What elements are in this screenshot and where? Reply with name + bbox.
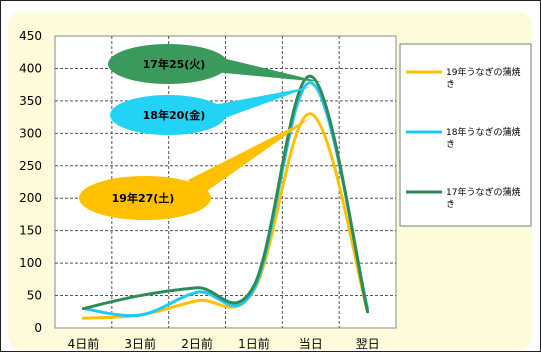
callout-shape <box>108 44 228 84</box>
legend-label: 18年うなぎの蒲焼 <box>446 126 520 138</box>
x-axis-ticks: 4日前 3日前 2日前 1日前 当日 翌日 <box>68 336 380 351</box>
callout-pointer <box>208 86 311 122</box>
series-line-2 <box>81 74 370 314</box>
y-tick-label: 100 <box>19 256 42 270</box>
legend-label-wrap: き <box>446 79 455 90</box>
y-tick-label: 300 <box>19 126 42 140</box>
callout-shape <box>79 176 211 220</box>
x-tick-label: 翌日 <box>356 337 380 351</box>
y-tick-label: 400 <box>19 61 42 75</box>
legend-label-wrap: き <box>446 139 455 150</box>
callout-shape <box>110 95 226 135</box>
callouts: 17年25(火) 18年20(金) 19年27(土) <box>79 44 323 220</box>
x-tick-label: 2日前 <box>181 336 213 351</box>
callout-label: 17年25(火) <box>143 57 206 71</box>
x-tick-label: 4日前 <box>68 336 100 351</box>
y-tick-label: 450 <box>19 29 42 43</box>
callout-pointer <box>188 117 311 196</box>
legend-box <box>399 43 532 227</box>
y-tick-label: 0 <box>34 321 42 335</box>
series-lines <box>81 74 370 320</box>
callout-label: 19年27(土) <box>112 191 175 205</box>
x-tick-label: 1日前 <box>238 336 270 351</box>
y-tick-label: 350 <box>19 94 42 108</box>
y-tick-label: 200 <box>19 191 42 205</box>
y-tick-label: 150 <box>19 224 42 238</box>
callout-bubble: 18年20(金) <box>110 86 311 135</box>
legend-label: 19年うなぎの蒲焼 <box>446 66 520 78</box>
y-tick-label: 50 <box>27 289 42 303</box>
callout-label: 18年20(金) <box>143 108 206 122</box>
x-tick-label: 当日 <box>299 337 323 351</box>
callout-pointer <box>214 56 323 83</box>
y-tick-label: 250 <box>19 159 42 173</box>
legend-label-wrap: き <box>446 199 455 210</box>
y-axis-ticks: 0 50 100 150 200 250 300 350 400 450 <box>19 29 42 335</box>
callout-bubble: 19年27(土) <box>79 117 311 220</box>
callout-bubble: 17年25(火) <box>108 44 323 84</box>
x-tick-label: 3日前 <box>124 336 156 351</box>
legend-label: 17年うなぎの蒲焼 <box>446 186 520 198</box>
